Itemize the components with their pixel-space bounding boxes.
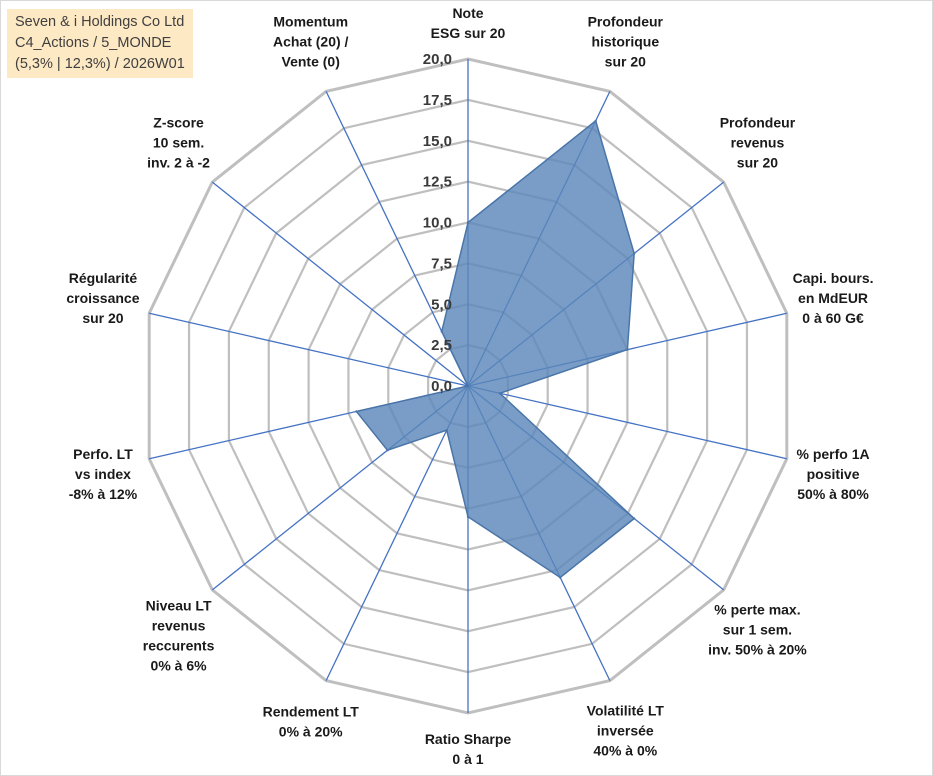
tick-label: 12,5 bbox=[423, 174, 452, 191]
series-point bbox=[632, 252, 636, 255]
tick-label: 10,0 bbox=[423, 215, 452, 232]
axis-label: Z-score 10 sem. inv. 2 à -2 bbox=[147, 115, 210, 171]
axis-label-line: vs index bbox=[75, 466, 131, 482]
tick-label: 0,0 bbox=[431, 378, 452, 395]
series-point bbox=[559, 576, 562, 579]
axis-label-line: Z-score bbox=[153, 115, 204, 131]
axis-label-line: Profondeur bbox=[588, 13, 664, 29]
axis-label-line: Volatilité LT bbox=[587, 703, 665, 719]
axis-label-line: croissance bbox=[66, 290, 139, 306]
title-line-3: (5,3% | 12,3%) / 2026W01 bbox=[15, 56, 185, 72]
axis-label-line: inv. 2 à -2 bbox=[147, 155, 210, 171]
series-point bbox=[498, 392, 502, 395]
axis-label: Rendement LT 0% à 20% bbox=[263, 704, 360, 740]
series-point bbox=[445, 428, 448, 432]
title-line-1: Seven & i Holdings Co Ltd bbox=[15, 14, 185, 30]
title-line-2: C4_Actions / 5_MONDE bbox=[15, 35, 172, 51]
tick-label: 5,0 bbox=[431, 296, 452, 313]
axis-label: Ratio Sharpe 0 à 1 bbox=[425, 731, 512, 767]
axis-label: Momentum Achat (20) / Vente (0) bbox=[273, 13, 349, 69]
axis-label: % perte max. sur 1 sem. inv. 50% à 20% bbox=[708, 601, 807, 657]
axis-spoke bbox=[211, 181, 469, 387]
axis-label-line: sur 20 bbox=[605, 53, 646, 69]
axis-label-line: ESG sur 20 bbox=[431, 25, 506, 41]
axis-label-line: Note bbox=[452, 5, 483, 21]
axis-label-line: 40% à 0% bbox=[593, 743, 657, 759]
axis-label-line: Perfo. LT bbox=[73, 446, 133, 462]
axis-label-line: 0% à 6% bbox=[151, 658, 208, 674]
axis-label-line: % perfo 1A bbox=[796, 446, 869, 462]
axis-label-line: en MdEUR bbox=[798, 290, 868, 306]
axis-label-line: 0 à 1 bbox=[452, 751, 483, 767]
tick-label: 20,0 bbox=[423, 51, 452, 68]
series-point bbox=[594, 119, 597, 123]
axis-label-line: 10 sem. bbox=[153, 135, 204, 151]
axis-labels: Note ESG sur 20 Profondeur historique sur 20… bbox=[66, 5, 873, 767]
tick-label: 2,5 bbox=[431, 337, 452, 354]
series-point bbox=[626, 348, 629, 351]
axis-label: Perfo. LT vs index -8% à 12% bbox=[69, 446, 138, 502]
axis-label: Profondeur historique sur 20 bbox=[588, 13, 664, 69]
tick-label: 15,0 bbox=[423, 133, 452, 150]
axis-label-line: inv. 50% à 20% bbox=[708, 641, 807, 657]
axis-label-line: Niveau LT bbox=[146, 598, 212, 614]
tick-label: 17,5 bbox=[423, 92, 452, 109]
title-box: Seven & i Holdings Co Ltd C4_Actions / 5… bbox=[7, 9, 193, 78]
series-point bbox=[466, 515, 470, 518]
axis-label-line: revenus bbox=[152, 618, 206, 634]
series-area bbox=[355, 119, 636, 579]
axis-label-line: historique bbox=[591, 33, 659, 49]
series-point bbox=[386, 449, 389, 452]
axis-label-line: reccurents bbox=[143, 638, 215, 654]
axis-label-line: 0% à 20% bbox=[279, 724, 343, 740]
axis-label-line: revenus bbox=[731, 135, 785, 151]
tick-labels: 0,0 2,5 5,0 7,5 10,0 12,5 15,0 17,5 20,0 bbox=[423, 51, 452, 395]
series-point bbox=[355, 410, 358, 413]
axis-label-line: Capi. bours. bbox=[793, 270, 874, 286]
axis-label-line: Rendement LT bbox=[263, 704, 360, 720]
axis-label-line: Régularité bbox=[69, 270, 138, 286]
axis-spoke bbox=[467, 385, 787, 460]
axis-label: % perfo 1A positive 50% à 80% bbox=[796, 446, 869, 502]
series-point bbox=[466, 384, 470, 388]
axis-label-line: positive bbox=[807, 466, 860, 482]
series-point bbox=[466, 221, 470, 224]
axis-label-line: sur 20 bbox=[737, 155, 778, 171]
series-point bbox=[632, 517, 636, 520]
axis-label-line: Profondeur bbox=[720, 115, 796, 131]
axis-label: Volatilité LT inversée 40% à 0% bbox=[587, 703, 665, 759]
axis-label: Profondeur revenus sur 20 bbox=[720, 115, 796, 171]
axis-label: Régularité croissance sur 20 bbox=[66, 270, 139, 326]
axis-label-line: % perte max. bbox=[714, 601, 800, 617]
axis-label-line: Achat (20) / bbox=[273, 33, 349, 49]
axis-label-line: sur 1 sem. bbox=[723, 621, 792, 637]
axis-label: Note ESG sur 20 bbox=[431, 5, 506, 41]
axis-label-line: -8% à 12% bbox=[69, 486, 138, 502]
tick-label: 7,5 bbox=[431, 255, 452, 272]
axis-label-line: 50% à 80% bbox=[797, 486, 869, 502]
axis-label-line: Ratio Sharpe bbox=[425, 731, 512, 747]
axis-label-line: Momentum bbox=[273, 13, 348, 29]
axis-label: Niveau LT revenus reccurents 0% à 6% bbox=[143, 598, 215, 674]
axis-spoke bbox=[325, 385, 469, 681]
axis-label-line: inversée bbox=[597, 723, 654, 739]
axis-spoke bbox=[149, 312, 469, 387]
axis-label-line: 0 à 60 G€ bbox=[802, 310, 864, 326]
series-point bbox=[440, 330, 443, 333]
axis-label-line: Vente (0) bbox=[282, 53, 340, 69]
series-layer bbox=[355, 119, 636, 579]
axis-label-line: sur 20 bbox=[82, 310, 123, 326]
axis-label: Capi. bours. en MdEUR 0 à 60 G€ bbox=[793, 270, 874, 326]
